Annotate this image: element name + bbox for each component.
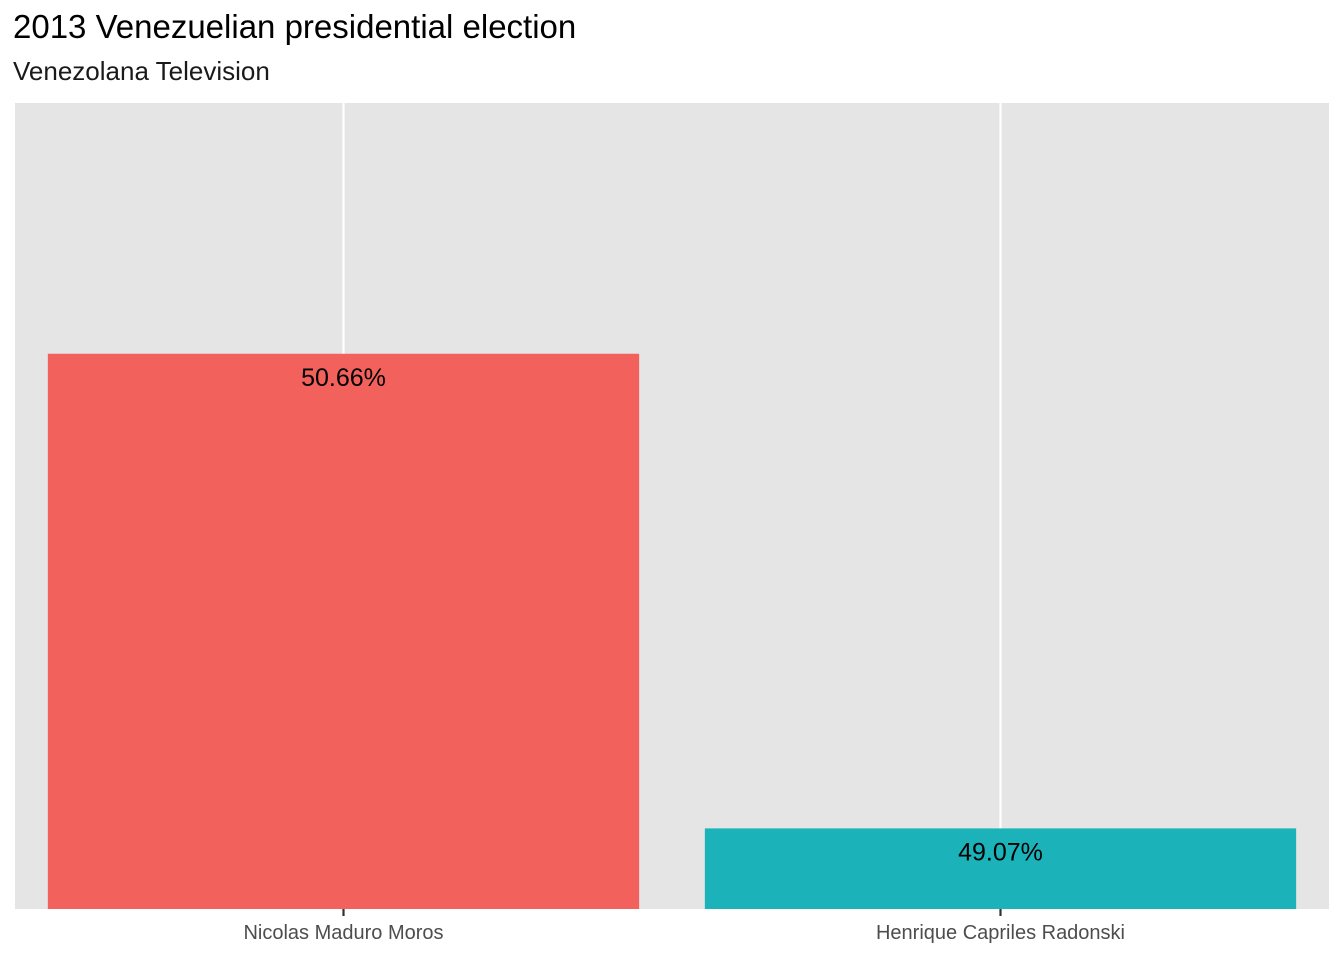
x-tick-label: Nicolas Maduro Moros <box>243 922 443 944</box>
chart-subtitle: Venezolana Television <box>13 56 270 86</box>
bar-1 <box>47 353 640 909</box>
bar-value-label: 50.66% <box>301 364 386 392</box>
bar-2 <box>704 828 1297 909</box>
x-tick-label: Henrique Capriles Radonski <box>876 922 1125 944</box>
chart-title: 2013 Venezuelian presidential election <box>13 8 577 45</box>
bar-value-label: 49.07% <box>958 838 1043 866</box>
